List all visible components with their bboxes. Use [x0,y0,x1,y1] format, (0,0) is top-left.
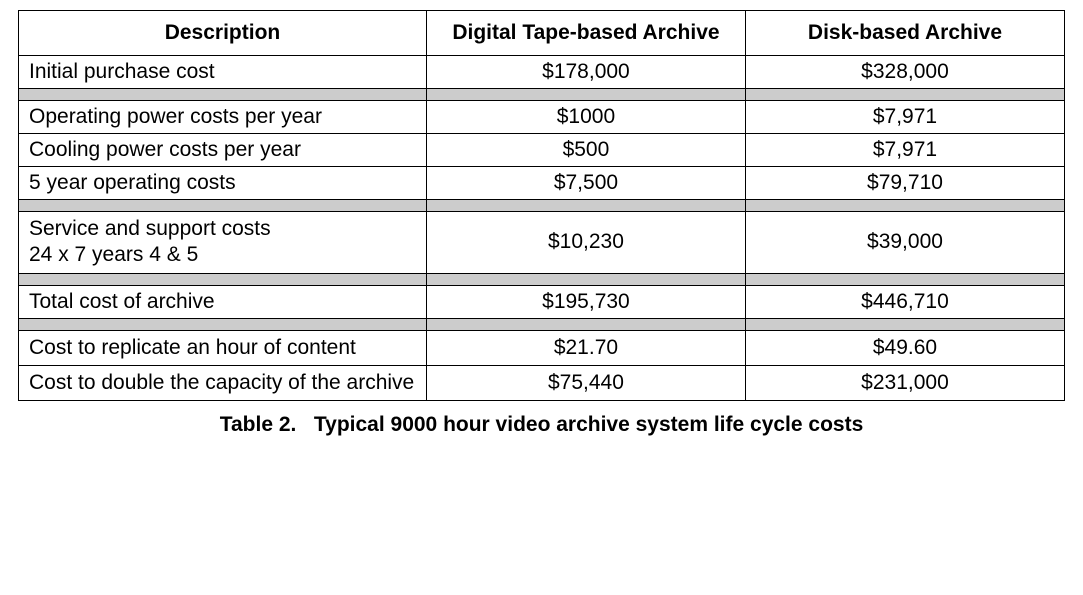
table-row: Operating power costs per year $1000 $7,… [19,101,1065,134]
table-body: Initial purchase cost $178,000 $328,000 … [19,56,1065,401]
row-value-tape: $7,500 [426,167,745,200]
row-description: Service and support costs24 x 7 years 4 … [19,212,427,274]
table-row: Cost to replicate an hour of content $21… [19,330,1065,365]
row-description: 5 year operating costs [19,167,427,200]
table-row: 5 year operating costs $7,500 $79,710 [19,167,1065,200]
row-value-tape: $10,230 [426,212,745,274]
column-header-description: Description [19,11,427,56]
column-header-tape: Digital Tape-based Archive [426,11,745,56]
table-row: Service and support costs24 x 7 years 4 … [19,212,1065,274]
row-value-disk: $7,971 [745,134,1064,167]
row-value-tape: $21.70 [426,330,745,365]
row-description: Cost to replicate an hour of content [19,330,427,365]
row-description: Total cost of archive [19,285,427,318]
table-row: Total cost of archive $195,730 $446,710 [19,285,1065,318]
table-row: Cost to double the capacity of the archi… [19,365,1065,400]
section-spacer [19,89,1065,101]
row-description: Operating power costs per year [19,101,427,134]
row-description: Initial purchase cost [19,56,427,89]
row-value-disk: $7,971 [745,101,1064,134]
column-header-disk: Disk-based Archive [745,11,1064,56]
row-value-tape: $178,000 [426,56,745,89]
row-value-disk: $231,000 [745,365,1064,400]
row-description: Cooling power costs per year [19,134,427,167]
table-caption: Table 2. Typical 9000 hour video archive… [18,413,1065,437]
section-spacer [19,200,1065,212]
cost-comparison-table: Description Digital Tape-based Archive D… [18,10,1065,401]
row-value-tape: $195,730 [426,285,745,318]
table-row: Initial purchase cost $178,000 $328,000 [19,56,1065,89]
row-value-disk: $79,710 [745,167,1064,200]
row-value-disk: $39,000 [745,212,1064,274]
section-spacer [19,273,1065,285]
section-spacer [19,318,1065,330]
row-value-disk: $446,710 [745,285,1064,318]
row-value-disk: $328,000 [745,56,1064,89]
caption-text: Typical 9000 hour video archive system l… [314,413,863,436]
row-value-tape: $75,440 [426,365,745,400]
row-description: Cost to double the capacity of the archi… [19,365,427,400]
row-value-tape: $500 [426,134,745,167]
row-value-tape: $1000 [426,101,745,134]
table-header-row: Description Digital Tape-based Archive D… [19,11,1065,56]
row-value-disk: $49.60 [745,330,1064,365]
caption-prefix: Table 2. [220,413,297,436]
table-row: Cooling power costs per year $500 $7,971 [19,134,1065,167]
